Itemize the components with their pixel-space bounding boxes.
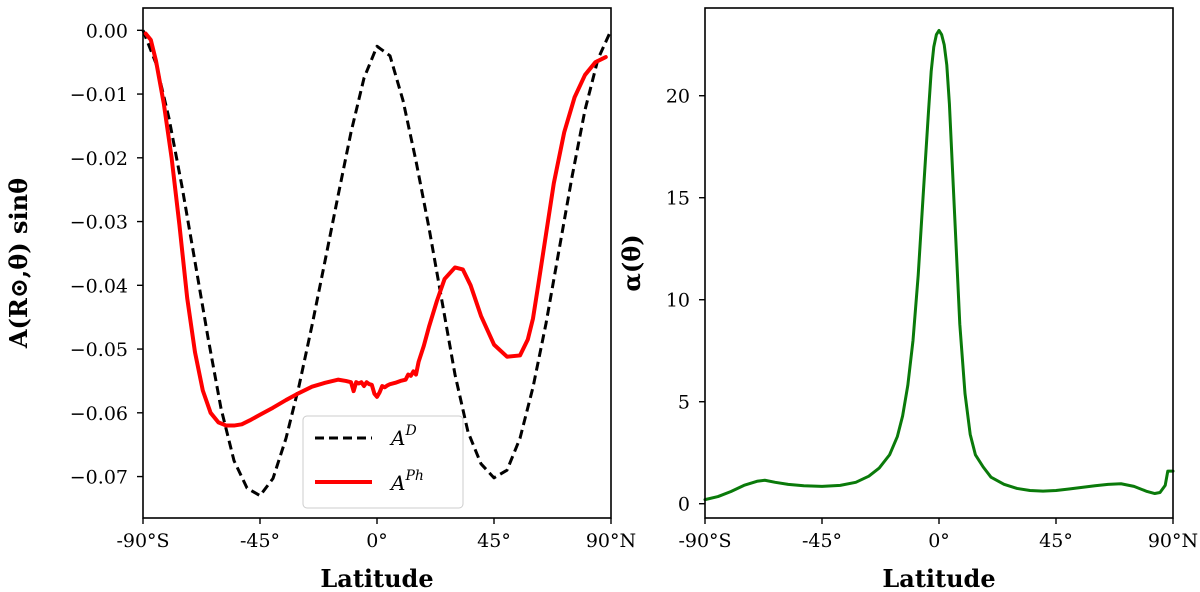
legend-label-ad-base: A — [389, 426, 405, 450]
left-x-axis-title: Latitude — [320, 564, 433, 592]
y-tick-label: 5 — [678, 392, 690, 414]
y-tick-label: −0.06 — [70, 403, 128, 425]
series-line-0-0 — [141, 29, 613, 498]
legend: AD APh — [302, 415, 464, 509]
y-tick-label: 0.00 — [86, 20, 128, 42]
legend-label-aph-base: A — [389, 471, 405, 495]
x-tick-label: -45° — [802, 530, 842, 552]
left-y-axis-title: A(R⊙,θ) sinθ — [4, 178, 33, 349]
x-tick-label: 90°N — [586, 530, 636, 552]
right-x-axis-title: Latitude — [882, 564, 995, 592]
x-tick-label: 45° — [1039, 530, 1073, 552]
legend-box — [302, 415, 464, 509]
right-y-axis-title: α(θ) — [617, 234, 646, 291]
y-tick-label: 0 — [678, 494, 690, 516]
y-tick-label: −0.05 — [70, 339, 128, 361]
x-tick-label: 45° — [477, 530, 511, 552]
y-tick-label: −0.02 — [70, 148, 128, 170]
series-line-1-0 — [703, 28, 1175, 502]
right-x-ticks: -90°S -45° 0° 45° 90°N — [678, 518, 1198, 552]
y-tick-label: −0.01 — [70, 84, 128, 106]
x-tick-label: 0° — [928, 530, 950, 552]
x-tick-label: -90°S — [678, 530, 731, 552]
x-tick-label: 0° — [366, 530, 388, 552]
y-tick-label: 15 — [666, 188, 690, 210]
right-plot-lines — [703, 28, 1175, 502]
x-tick-label: 90°N — [1148, 530, 1198, 552]
y-tick-label: 20 — [666, 86, 690, 108]
legend-label-ad: AD — [389, 423, 417, 450]
right-y-ticks: 0 5 10 15 20 — [666, 86, 705, 516]
y-tick-label: 10 — [666, 290, 690, 312]
x-tick-label: -90°S — [116, 530, 169, 552]
x-tick-label: -45° — [240, 530, 280, 552]
y-tick-label: −0.07 — [70, 467, 128, 489]
y-tick-label: −0.03 — [70, 212, 128, 234]
y-tick-label: −0.04 — [70, 275, 128, 297]
left-plot-lines — [141, 29, 613, 498]
left-y-ticks: 0.00 −0.01 −0.02 −0.03 −0.04 −0.05 −0.06 −0.07 — [70, 20, 143, 489]
legend-label-ad-sup: D — [404, 423, 416, 439]
legend-label-aph-sup: Ph — [404, 468, 423, 484]
left-panel: -90°S -45° 0° 45° 90°N 0.00 −0.01 −0.02 −0.03 −0… — [4, 7, 636, 592]
right-axes-frame — [704, 7, 1174, 519]
right-panel: -90°S -45° 0° 45° 90°N 0 5 10 15 20 Latitude α(θ… — [617, 7, 1198, 592]
legend-label-aph: APh — [389, 468, 424, 495]
series-line-0-1 — [143, 31, 608, 428]
left-x-ticks: -90°S -45° 0° 45° 90°N — [116, 518, 636, 552]
